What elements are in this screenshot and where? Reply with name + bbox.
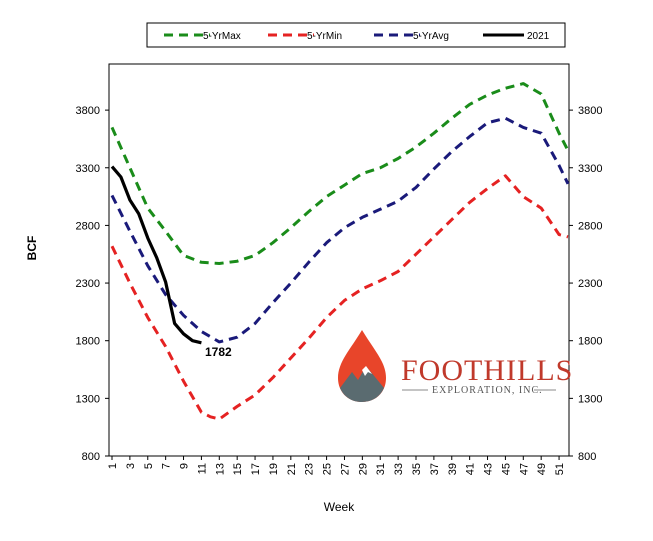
legend-label-5yrmax: 5-YrMax [203, 31, 241, 42]
legend-label-5yrmin: 5-YrMin [307, 31, 342, 42]
y-tick-label-right: 3300 [578, 163, 602, 175]
y-tick-label-left: 800 [82, 451, 100, 463]
x-tick-label: 15 [232, 463, 244, 475]
x-tick-label: 11 [196, 463, 208, 474]
y-axis-right: 800 1300 1800 2300 2800 3300 3800 [569, 105, 602, 463]
legend-label-5yravg: 5-YrAvg [413, 31, 449, 42]
x-tick-label: 3 [125, 463, 137, 469]
x-tick-label: 37 [429, 463, 441, 475]
y-tick-label-right: 2800 [578, 220, 602, 232]
x-tick-label: 43 [483, 463, 495, 475]
mountain-icon [340, 366, 384, 402]
x-tick-label: 45 [500, 463, 512, 475]
x-tick-label: 23 [304, 463, 316, 475]
foothills-logo: FOOTHILLS EXPLORATION, INC. [338, 330, 573, 402]
x-tick-label: 41 [465, 463, 477, 475]
series-lines [110, 82, 570, 421]
x-tick-label: 25 [322, 463, 334, 475]
snowcap-icon [362, 366, 372, 376]
y-tick-label-right: 3800 [578, 105, 602, 117]
x-tick-label: 7 [161, 463, 173, 469]
x-tick-label: 39 [447, 463, 459, 475]
series-line-5yrmax [110, 82, 570, 265]
x-tick-label: 33 [393, 463, 405, 475]
y-tick-label-left: 3300 [76, 163, 100, 175]
y-axis-title: BCF [25, 236, 39, 261]
y-tick-label-right: 1800 [578, 336, 602, 348]
x-tick-label: 49 [536, 463, 548, 475]
legend: 5-YrMax 5-YrMin 5-YrAvg 2021 [146, 22, 566, 48]
logo-subtitle: EXPLORATION, INC. [432, 385, 543, 396]
x-tick-label: 19 [268, 463, 280, 475]
x-tick-label: 5 [143, 463, 155, 469]
y-tick-label-left: 2800 [76, 220, 100, 232]
y-tick-label-right: 2300 [578, 278, 602, 290]
y-tick-label-left: 1300 [76, 393, 100, 405]
y-axis-left: 800 1300 1800 2300 2800 3300 3800 [76, 105, 109, 463]
series-line-2021 [110, 165, 202, 345]
x-axis: 1 3 5 7 9 11 13 15 17 19 21 23 25 27 29 31 33 35 37 39 41 43 4… [107, 456, 566, 475]
x-tick-label: 21 [286, 463, 298, 475]
x-tick-label: 27 [339, 463, 351, 475]
y-tick-label-left: 3800 [76, 105, 100, 117]
x-tick-label: 35 [411, 463, 423, 475]
x-tick-label: 9 [179, 463, 191, 469]
x-tick-label: 29 [357, 463, 369, 475]
legend-label-2021: 2021 [527, 31, 550, 42]
y-tick-label-left: 1800 [76, 336, 100, 348]
x-tick-label: 1 [107, 463, 119, 469]
x-tick-label: 47 [518, 463, 530, 475]
series-line-5yrmin [110, 174, 569, 421]
x-tick-label: 17 [250, 463, 262, 475]
logo-name: FOOTHILLS [401, 354, 573, 387]
annotation-last-value: 1782 [205, 345, 232, 359]
plot-area [108, 63, 570, 457]
y-tick-label-left: 2300 [76, 278, 100, 290]
x-axis-title: Week [324, 500, 355, 514]
series-line-5yravg [110, 116, 570, 344]
x-tick-label: 51 [554, 463, 566, 475]
x-tick-label: 13 [214, 463, 226, 475]
x-tick-label: 31 [375, 463, 387, 475]
y-tick-label-right: 800 [578, 451, 596, 463]
y-tick-label-right: 1300 [578, 393, 602, 405]
